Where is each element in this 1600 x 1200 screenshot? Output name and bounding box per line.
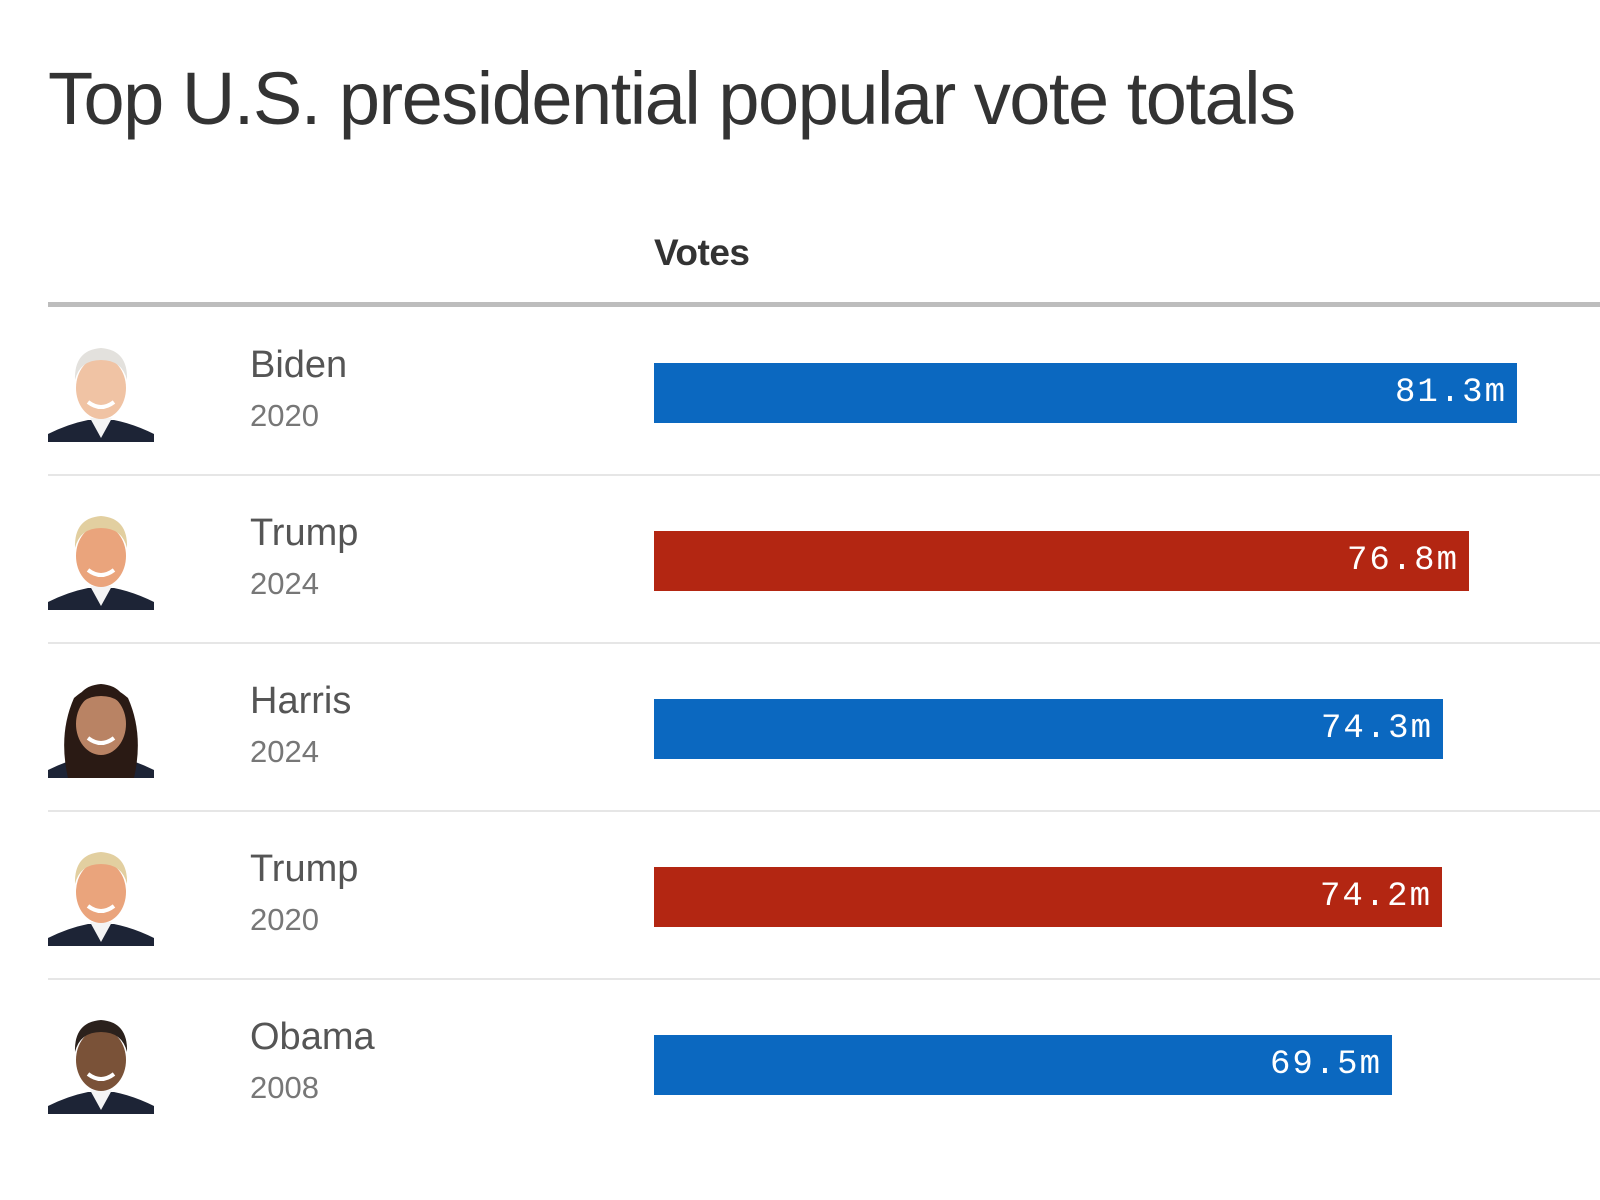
biden-portrait-icon: [48, 348, 154, 442]
candidate-name: Biden: [250, 344, 348, 386]
row-divider: [48, 474, 1600, 476]
table-row: Trump 2024 76.8m: [48, 476, 1600, 644]
table-row: Obama 2008 69.5m: [48, 980, 1600, 1148]
vote-value-label: 74.3m: [1320, 710, 1433, 748]
table-row: Harris 2024 74.3m: [48, 644, 1600, 812]
table-row: Biden 2020 81.3m: [48, 308, 1600, 476]
trump-portrait-icon: [48, 516, 154, 610]
header-divider: [48, 302, 1600, 307]
row-divider: [48, 810, 1600, 812]
election-year: 2020: [250, 398, 319, 433]
vote-bar-biden-2020: 81.3m: [654, 363, 1517, 423]
vote-bar-harris-2024: 74.3m: [654, 699, 1443, 759]
harris-portrait-icon: [48, 684, 154, 778]
row-divider: [48, 642, 1600, 644]
votes-column-header: Votes: [654, 232, 750, 273]
vote-value-label: 74.2m: [1319, 878, 1432, 916]
vote-bar-trump-2020: 74.2m: [654, 867, 1442, 927]
trump-portrait-icon: [48, 852, 154, 946]
chart-title: Top U.S. presidential popular vote total…: [48, 57, 1296, 140]
vote-value-label: 76.8m: [1346, 542, 1459, 580]
election-year: 2008: [250, 1070, 319, 1105]
election-year: 2024: [250, 566, 319, 601]
vote-value-label: 69.5m: [1269, 1046, 1382, 1084]
vote-bar-obama-2008: 69.5m: [654, 1035, 1392, 1095]
candidate-name: Harris: [250, 680, 352, 722]
candidate-name: Trump: [250, 512, 359, 554]
table-row: Trump 2020 74.2m: [48, 812, 1600, 980]
election-year: 2024: [250, 734, 319, 769]
vote-bar-trump-2024: 76.8m: [654, 531, 1469, 591]
vote-value-label: 81.3m: [1394, 374, 1507, 412]
row-divider: [48, 978, 1600, 980]
candidate-name: Obama: [250, 1016, 375, 1058]
candidate-name: Trump: [250, 848, 359, 890]
obama-portrait-icon: [48, 1020, 154, 1114]
election-year: 2020: [250, 902, 319, 937]
